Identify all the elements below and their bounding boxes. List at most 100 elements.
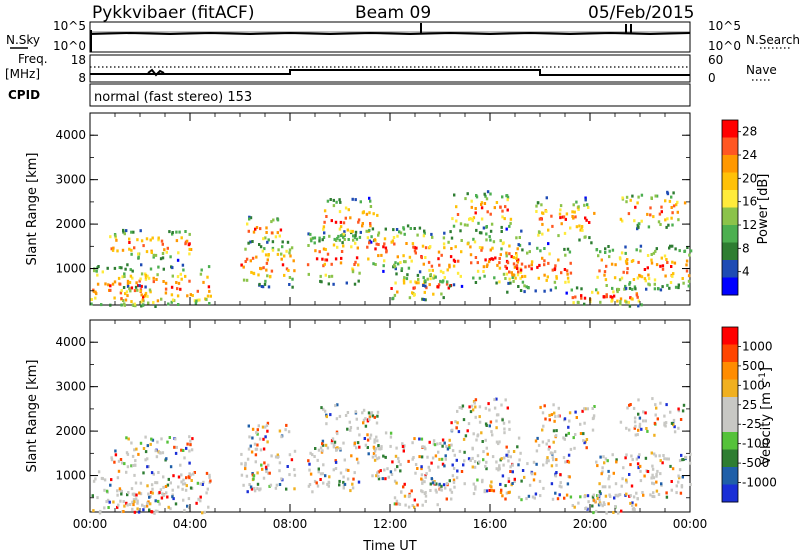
colorbar-swatch	[722, 379, 738, 398]
echo-cell	[470, 205, 473, 209]
echo-cell	[627, 212, 631, 216]
echo-cell	[405, 277, 409, 281]
echo-cell	[545, 209, 548, 213]
echo-cell	[482, 270, 485, 273]
echo-cell	[267, 285, 271, 289]
echo-cell	[130, 300, 133, 304]
echo-cell	[661, 461, 664, 465]
echo-cell	[177, 281, 181, 285]
echo-cell	[647, 273, 650, 277]
echo-cell	[507, 281, 510, 285]
echo-cell	[623, 287, 626, 291]
echo-cell	[120, 489, 123, 493]
echo-cell	[377, 231, 381, 235]
echo-cell	[139, 229, 142, 233]
echo-cell	[391, 239, 395, 243]
echo-cell	[308, 483, 312, 486]
echo-cell	[162, 267, 165, 271]
nsearch-tick-top: 10^5	[708, 19, 741, 33]
echo-cell	[530, 263, 533, 267]
echo-cell	[599, 455, 602, 459]
echo-cell	[354, 241, 357, 245]
echo-cell	[508, 277, 511, 281]
echo-cell	[583, 203, 586, 207]
y-tick-label: 3000	[55, 173, 86, 187]
echo-cell	[485, 238, 488, 242]
echo-cell	[437, 450, 440, 454]
echo-cell	[472, 492, 476, 496]
echo-cell	[342, 244, 345, 248]
echo-cell	[424, 298, 427, 302]
echo-cell	[245, 474, 249, 478]
echo-cell	[488, 235, 491, 239]
echo-cell	[637, 299, 640, 303]
echo-cell	[252, 230, 256, 234]
echo-cell	[172, 474, 175, 478]
echo-cell	[519, 276, 522, 280]
colorbar-swatch	[722, 172, 738, 191]
echo-cell	[563, 417, 567, 421]
echo-cell	[114, 449, 117, 453]
echo-cell	[322, 225, 326, 229]
echo-cell	[677, 218, 680, 222]
echo-cell	[581, 409, 584, 413]
echo-cell	[100, 303, 103, 307]
echo-cell	[117, 469, 121, 473]
x-tick-label: 04:00	[173, 517, 208, 531]
echo-cell	[114, 234, 117, 238]
echo-cell	[503, 456, 506, 460]
echo-cell	[459, 274, 462, 278]
echo-cell	[368, 415, 372, 419]
colorbar-swatch	[722, 414, 738, 433]
echo-cell	[171, 488, 174, 492]
echo-cell	[322, 264, 325, 268]
echo-cell	[480, 431, 483, 435]
colorbar-swatch	[722, 260, 738, 278]
echo-cell	[655, 247, 658, 251]
echo-cell	[386, 467, 389, 471]
echo-cell	[511, 470, 514, 474]
echo-cell	[456, 469, 459, 473]
echo-cell	[502, 272, 506, 276]
echo-cell	[525, 285, 528, 289]
echo-cell	[453, 193, 456, 197]
colorbar-swatch	[722, 432, 738, 450]
echo-cell	[665, 403, 668, 407]
echo-cell	[660, 205, 663, 209]
echo-cell	[616, 299, 619, 303]
echo-cell	[133, 510, 137, 514]
echo-cell	[331, 437, 335, 441]
echo-cell	[398, 230, 401, 234]
echo-cell	[601, 485, 605, 489]
echo-cell	[572, 436, 575, 440]
echo-cell	[332, 444, 336, 448]
echo-cell	[624, 456, 627, 460]
echo-cell	[434, 488, 437, 492]
echo-cell	[625, 492, 628, 496]
echo-cell	[523, 290, 526, 294]
echo-cell	[421, 244, 425, 248]
echo-cell	[433, 481, 436, 485]
echo-cell	[605, 295, 608, 299]
echo-cell	[430, 232, 433, 236]
echo-cell	[416, 233, 419, 237]
echo-cell	[256, 432, 259, 436]
echo-cell	[401, 445, 405, 448]
echo-cell	[585, 506, 588, 510]
echo-cell	[258, 282, 261, 286]
echo-cell	[133, 473, 136, 477]
echo-cell	[505, 445, 508, 449]
echo-cell	[347, 238, 350, 241]
echo-cell	[632, 278, 636, 281]
echo-cell	[382, 454, 385, 458]
echo-cell	[375, 421, 379, 425]
echo-cell	[164, 287, 168, 291]
echo-cell	[638, 422, 642, 426]
echo-cell	[469, 253, 473, 257]
echo-cell	[116, 493, 119, 497]
echo-cell	[484, 438, 487, 442]
echo-cell	[399, 231, 403, 235]
echo-cell	[651, 464, 654, 468]
